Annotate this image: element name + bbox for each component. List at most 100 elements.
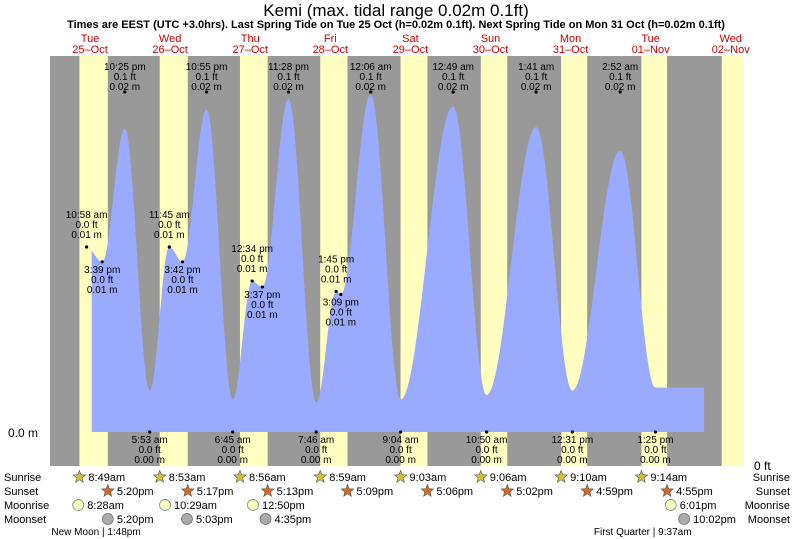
day-name-label: Wed [720, 33, 742, 45]
moonrise-icon [247, 499, 259, 511]
low-tide-time: 9:04 am [383, 435, 419, 446]
secondary-high-tide-metres: 0.01 m [237, 264, 268, 275]
sunset-star-icon [500, 483, 515, 497]
secondary-low-tide-metres: 0.01 m [167, 285, 198, 296]
low-tide-metres: 0.00 m [557, 455, 588, 466]
sunset-star-icon [100, 483, 115, 497]
sunset-time: 5:09pm [356, 486, 393, 498]
moonrise-icon [159, 499, 171, 511]
low-tide-metres: 0.00 m [134, 455, 165, 466]
secondary-high-tide-time: 12:34 pm [231, 244, 273, 255]
moonrise-icon [664, 499, 677, 511]
low-tide-time: 5:53 am [132, 435, 168, 446]
sunset-time: 5:20pm [117, 486, 154, 498]
high-tide-metres: 0.02 m [273, 82, 304, 93]
secondary-low-tide-feet: 0.0 ft [91, 275, 113, 286]
low-tide-metres: 0.00 m [301, 455, 332, 466]
sunset-time: 5:06pm [436, 486, 473, 498]
high-tide-metres: 0.02 m [438, 82, 469, 93]
tide-point [399, 430, 403, 434]
moonset-icon [181, 513, 193, 525]
moonset-time: 10:02pm [693, 514, 736, 526]
low-tide-time: 12:31 pm [551, 435, 593, 446]
day-name-label: Tue [81, 33, 100, 45]
sunrise-time: 8:53am [169, 472, 206, 484]
day-date-label: 30–Oct [473, 44, 508, 56]
secondary-high-tide-time: 11:45 am [149, 210, 190, 221]
tide-point [618, 90, 622, 94]
high-tide-time: 12:06 am [350, 62, 392, 73]
high-tide-time: 2:52 am [602, 62, 638, 73]
moonset-time: 5:20pm [117, 514, 154, 526]
tide-point [534, 90, 538, 94]
secondary-high-tide-time: 10:58 am [66, 210, 108, 221]
secondary-high-tide-metres: 0.01 m [154, 230, 185, 241]
low-tide-metres: 0.00 m [640, 455, 671, 466]
sunrise-time: 8:56am [249, 472, 286, 484]
sunrise-star-icon [72, 469, 87, 483]
tide-point [314, 430, 318, 434]
tide-point [484, 430, 489, 434]
secondary-low-tide-metres: 0.01 m [87, 285, 118, 296]
day-date-label: 02–Nov [712, 44, 750, 56]
sunrise-time: 8:59am [329, 472, 366, 484]
day-date-label: 27–Oct [232, 44, 267, 56]
sunrise-time: 8:49am [88, 472, 125, 484]
sunrise-time: 9:14am [650, 472, 687, 484]
sunset-star-icon [660, 483, 675, 497]
sunset-star-icon [340, 483, 355, 497]
secondary-low-tide-time: 3:39 pm [84, 265, 120, 276]
tide-point [148, 430, 152, 434]
high-tide-time: 12:49 am [432, 62, 474, 73]
row-label-right: Moonrise [745, 500, 790, 512]
day-name-label: Mon [560, 33, 581, 45]
low-tide-feet: 0.0 ft [305, 445, 327, 456]
tide-point [339, 292, 343, 296]
high-tide-metres: 0.02 m [110, 82, 141, 93]
sunset-time: 5:17pm [197, 486, 234, 498]
low-tide-feet: 0.0 ft [139, 445, 161, 456]
moon-phase-label: New Moon | 1:48pm [51, 527, 140, 538]
high-tide-time: 10:25 pm [104, 62, 146, 73]
daylight-band [721, 56, 743, 466]
secondary-high-tide-metres: 0.01 m [71, 230, 102, 241]
high-tide-feet: 0.1 ft [277, 72, 299, 83]
low-tide-time: 10:50 am [466, 435, 508, 446]
tide-point [250, 279, 254, 283]
low-tide-feet: 0.0 ft [389, 445, 411, 456]
sunset-time: 4:55pm [676, 486, 713, 498]
high-tide-feet: 0.1 ft [525, 72, 547, 83]
moonrise-time: 12:50pm [262, 500, 305, 512]
day-name-label: Fri [324, 33, 337, 45]
low-tide-metres: 0.00 m [385, 455, 416, 466]
secondary-high-tide-time: 1:45 pm [318, 254, 354, 265]
low-tide-feet: 0.0 ft [475, 445, 497, 456]
tide-point [570, 430, 574, 434]
low-tide-feet: 0.0 ft [222, 445, 244, 456]
tide-curve [91, 94, 705, 432]
chart-title: Kemi (max. tidal range 0.02m 0.1ft) [263, 1, 529, 20]
tide-point [85, 245, 89, 249]
moonset-icon [259, 513, 272, 525]
tide-point [123, 90, 127, 94]
row-label-left: Moonrise [4, 500, 49, 512]
tide-point [369, 90, 373, 94]
moonset-icon [101, 513, 114, 525]
sunset-star-icon [420, 483, 435, 497]
secondary-high-tide-feet: 0.0 ft [241, 254, 263, 265]
secondary-low-tide-metres: 0.01 m [247, 310, 278, 321]
low-tide-time: 6:45 am [215, 435, 251, 446]
day-name-label: Thu [241, 33, 260, 45]
high-tide-metres: 0.02 m [355, 82, 386, 93]
row-label-left: Sunset [4, 486, 38, 498]
sunrise-star-icon [393, 469, 408, 483]
day-date-label: 01–Nov [632, 44, 670, 56]
moonset-time: 5:03pm [196, 514, 233, 526]
moonset-icon [678, 513, 690, 525]
sunset-time: 5:02pm [516, 486, 553, 498]
high-tide-feet: 0.1 ft [114, 72, 136, 83]
high-tide-feet: 0.1 ft [360, 72, 382, 83]
sunset-star-icon [580, 483, 595, 497]
high-tide-time: 10:55 pm [186, 62, 228, 73]
high-tide-metres: 0.02 m [521, 82, 552, 93]
